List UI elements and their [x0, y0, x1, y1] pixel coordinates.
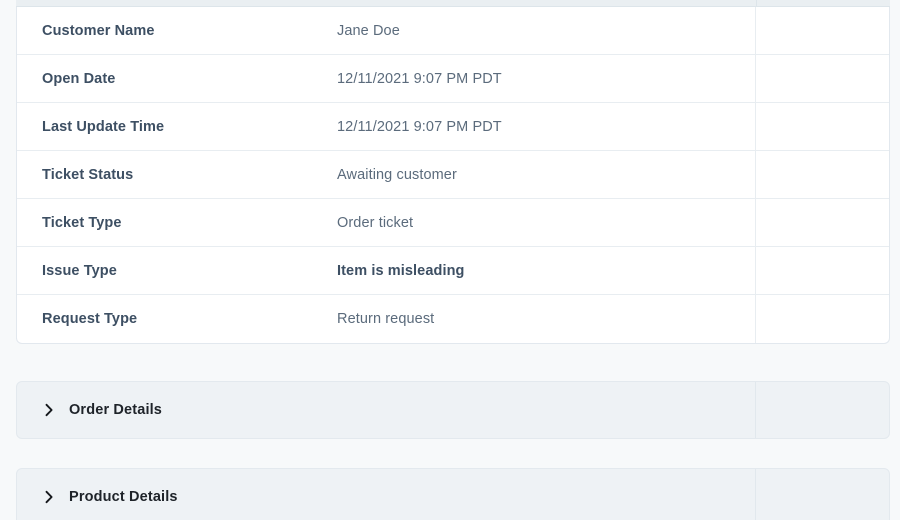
ticket-details-card: Customer Name Jane Doe Open Date 12/11/2…: [16, 7, 890, 344]
accordion-trailing-area: [756, 382, 889, 438]
table-row: Customer Name Jane Doe: [17, 7, 889, 55]
accordion-order-details[interactable]: Order Details: [16, 381, 890, 439]
row-action-cell[interactable]: [756, 151, 889, 198]
row-value: 12/11/2021 9:07 PM PDT: [337, 103, 756, 150]
row-action-cell[interactable]: [756, 295, 889, 343]
row-action-cell[interactable]: [756, 247, 889, 294]
table-row: Ticket Type Order ticket: [17, 199, 889, 247]
row-label: Customer Name: [42, 22, 155, 39]
accordion-trailing-area: [756, 469, 889, 520]
row-value: Item is misleading: [337, 247, 756, 294]
accordion-title: Order Details: [69, 402, 163, 418]
row-value: Awaiting customer: [337, 151, 756, 198]
table-row: Request Type Return request: [17, 295, 889, 343]
row-action-cell[interactable]: [756, 7, 889, 54]
column-divider: [756, 0, 757, 6]
row-value: 12/11/2021 9:07 PM PDT: [337, 55, 756, 102]
table-row: Issue Type Item is misleading: [17, 247, 889, 295]
row-label: Request Type: [42, 311, 138, 327]
row-label: Issue Type: [42, 262, 117, 279]
previous-row-sliver: [16, 0, 890, 7]
row-label: Last Update Time: [42, 118, 165, 135]
accordion-title: Product Details: [69, 489, 178, 505]
row-value: Jane Doe: [337, 7, 756, 54]
row-value: Order ticket: [337, 199, 756, 246]
row-value: Return request: [337, 295, 756, 343]
accordion-product-details[interactable]: Product Details: [16, 468, 890, 520]
chevron-right-icon: [42, 403, 56, 417]
chevron-right-icon: [42, 490, 56, 504]
row-action-cell[interactable]: [756, 55, 889, 102]
accordion-header[interactable]: Order Details: [17, 382, 756, 438]
row-action-cell[interactable]: [756, 199, 889, 246]
accordion-header[interactable]: Product Details: [17, 469, 756, 520]
row-label: Ticket Type: [42, 214, 122, 231]
row-action-cell[interactable]: [756, 103, 889, 150]
row-label: Ticket Status: [42, 166, 134, 183]
table-row: Last Update Time 12/11/2021 9:07 PM PDT: [17, 103, 889, 151]
row-label: Open Date: [42, 70, 116, 87]
table-row: Open Date 12/11/2021 9:07 PM PDT: [17, 55, 889, 103]
table-row: Ticket Status Awaiting customer: [17, 151, 889, 199]
